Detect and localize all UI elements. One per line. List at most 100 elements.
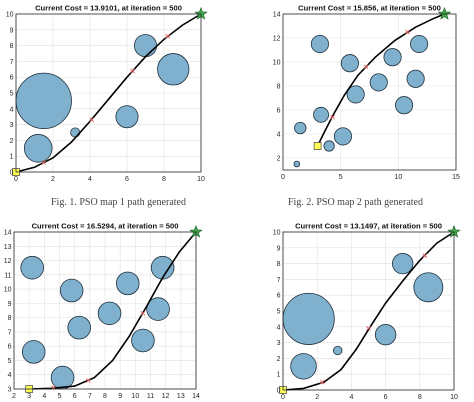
x-tick-label: 2 — [315, 394, 319, 401]
obstacle-circle — [406, 69, 425, 88]
x-tick-label: 6 — [125, 176, 129, 183]
obstacle-circle — [131, 328, 155, 353]
obstacle-circle — [410, 34, 429, 54]
x-tick-label: 2 — [51, 176, 55, 183]
y-tick-label: 10 — [4, 287, 12, 294]
chart-title: Current Cost = 15.856, at iteration = 50… — [298, 4, 441, 13]
axes-frame — [15, 13, 202, 173]
y-tick-label: 0 — [277, 388, 281, 395]
obstacle-circle — [115, 271, 140, 296]
y-tick-label: 4 — [277, 132, 281, 139]
y-tick-label: 3 — [8, 387, 12, 394]
obstacle-circle — [15, 72, 72, 130]
waypoint-marker — [366, 326, 371, 331]
waypoint-marker — [41, 160, 47, 165]
waypoint-marker — [85, 378, 91, 383]
x-tick-label: 14 — [192, 393, 200, 400]
y-tick-label: 2 — [277, 156, 281, 163]
waypoint-marker — [165, 33, 171, 39]
waypoint-marker — [422, 253, 428, 259]
y-tick-label: 4 — [10, 106, 14, 113]
y-tick-label: 3 — [277, 340, 281, 347]
obstacle-circle — [310, 34, 329, 54]
obstacle-circle — [374, 324, 397, 346]
axes-frame — [13, 231, 197, 390]
y-tick-label: 5 — [10, 91, 14, 98]
obstacle-circle — [133, 34, 157, 58]
y-tick-label: 13 — [4, 244, 12, 251]
chart-title: Current Cost = 13.9101, at iteration = 5… — [35, 4, 182, 13]
x-tick-label: 8 — [103, 393, 107, 400]
obstacle-circle — [70, 127, 81, 138]
y-tick-label: 9 — [10, 27, 14, 34]
goal-marker — [437, 6, 452, 20]
x-tick-label: 12 — [162, 393, 170, 400]
y-tick-label: 3 — [10, 122, 14, 129]
x-tick-label: 10 — [131, 393, 139, 400]
y-tick-label: 1 — [10, 154, 14, 161]
x-tick-label: 4 — [88, 176, 92, 183]
obstacle-circle — [157, 53, 190, 86]
waypoint-marker — [130, 68, 135, 74]
obstacle-circle — [50, 365, 75, 390]
y-tick-label: 4 — [277, 324, 281, 331]
obstacle-circle — [395, 96, 414, 115]
y-tick-label: 12 — [4, 258, 12, 265]
y-tick-label: 7 — [10, 59, 14, 66]
y-tick-label: 6 — [277, 108, 281, 115]
waypoint-marker — [330, 114, 335, 120]
x-tick-label: 3 — [27, 393, 31, 400]
y-tick-label: 6 — [10, 75, 14, 82]
x-tick-label: 13 — [177, 393, 185, 400]
caption-fig-2: Fig. 2. PSO map 2 path generated — [288, 197, 423, 208]
x-tick-label: 11 — [147, 393, 154, 400]
x-tick-label: 6 — [73, 393, 77, 400]
y-tick-label: 5 — [277, 309, 281, 316]
axes-frame — [282, 231, 455, 391]
caption-fig-1: Fig. 1. PSO map 1 path generated — [51, 197, 186, 208]
y-tick-label: 8 — [10, 43, 14, 50]
y-tick-label: 0 — [10, 170, 14, 177]
obstacle-circle — [333, 345, 343, 356]
y-tick-label: 7 — [8, 329, 12, 336]
y-tick-label: 9 — [8, 301, 12, 308]
start-marker — [313, 142, 322, 150]
waypoint-marker — [363, 64, 369, 70]
obstacle-circle — [67, 315, 91, 340]
obstacle-circle — [20, 255, 44, 280]
y-tick-label: 8 — [8, 315, 12, 322]
y-tick-label: 1 — [277, 372, 281, 379]
y-tick-label: 10 — [273, 230, 281, 237]
y-tick-label: 10 — [6, 12, 14, 19]
x-tick-label: 4 — [42, 393, 46, 400]
x-tick-label: 10 — [450, 394, 458, 401]
obstacle-circle — [323, 140, 335, 152]
obstacle-circle — [413, 272, 444, 303]
obstacle-circle — [59, 278, 84, 303]
x-tick-label: 0 — [281, 394, 285, 401]
y-tick-label: 6 — [8, 344, 12, 351]
plot-area — [283, 14, 456, 170]
x-tick-label: 4 — [349, 394, 353, 401]
x-tick-label: 2 — [12, 393, 16, 400]
chart-title: Current Cost = 13.1497, at iteration = 5… — [295, 222, 442, 231]
x-tick-label: 10 — [394, 174, 402, 181]
axes-frame — [282, 13, 457, 171]
y-tick-label: 2 — [10, 138, 14, 145]
y-tick-label: 8 — [277, 84, 281, 91]
obstacle-circle — [294, 121, 307, 135]
obstacle-circle — [115, 105, 139, 129]
y-tick-label: 4 — [8, 372, 12, 379]
obstacle-circle — [282, 292, 335, 345]
path-line — [29, 231, 197, 390]
waypoint-marker — [140, 311, 146, 316]
waypoint-marker — [320, 379, 325, 385]
obstacle-circle — [293, 160, 301, 168]
chart-title: Current Cost = 16.5294, at iteration = 5… — [32, 222, 179, 231]
x-tick-label: 10 — [197, 176, 205, 183]
x-tick-label: 9 — [118, 393, 122, 400]
obstacle-circle — [392, 252, 414, 275]
obstacle-circle — [333, 127, 353, 146]
path-line — [15, 13, 202, 173]
